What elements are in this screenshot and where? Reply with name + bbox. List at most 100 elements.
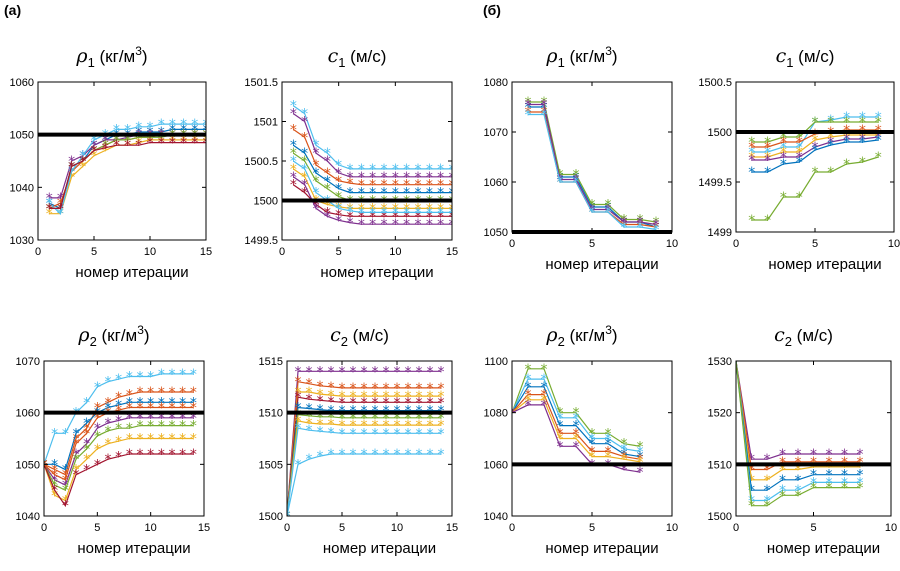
data-point-marker: * [115,450,122,466]
data-point-marker: * [306,416,313,432]
data-point-marker: * [295,421,302,437]
y-tick-label: 1070 [484,127,508,139]
data-point-marker: * [403,205,410,221]
data-point-marker: * [748,135,755,151]
data-point-marker: * [126,370,133,386]
data-point-marker: * [405,381,412,397]
data-point-marker: * [83,442,90,458]
series-line [512,378,641,452]
data-point-marker: * [295,385,302,401]
title-superscript: 3 [605,44,612,58]
y-tick-label: 1510 [708,459,732,471]
data-point-marker: * [415,205,422,221]
data-point-marker: * [605,444,612,460]
data-point-marker: * [51,488,58,504]
data-point-marker: * [94,442,101,458]
title-unit: (м/с) [792,326,833,345]
data-point-marker: * [290,122,297,138]
data-point-marker: * [841,447,848,463]
x-tick-label: 10 [391,522,403,534]
data-point-marker: * [605,450,612,466]
data-point-marker: * [764,140,771,156]
series-line [512,399,641,463]
data-point-marker: * [284,509,291,525]
data-point-marker: * [764,494,771,510]
data-point-marker: * [589,203,596,219]
data-point-marker: * [589,205,596,221]
data-point-marker: * [621,215,628,231]
data-point-marker: * [796,135,803,151]
title-close: ) [142,47,148,66]
data-point-marker: * [328,388,335,404]
data-point-marker: * [79,154,86,170]
panel-label-b: (б) [483,2,501,18]
data-point-marker: * [748,483,755,499]
series-line [751,139,879,173]
data-point-marker: * [347,186,354,202]
data-point-marker: * [190,447,197,463]
y-tick-label: 1070 [16,356,40,368]
data-point-marker: * [438,395,445,411]
data-point-marker: * [764,150,771,166]
data-point-marker: * [295,401,302,417]
data-point-marker: * [843,115,850,131]
y-tick-label: 1100 [484,356,508,368]
data-point-marker: * [324,166,331,182]
data-point-marker: * [358,178,365,194]
data-point-marker: * [589,198,596,214]
data-point-marker: * [637,450,644,466]
x-tick-label: 0 [733,522,739,534]
data-point-marker: * [324,146,331,162]
data-point-marker: * [589,205,596,221]
data-point-marker: * [541,95,548,111]
data-point-marker: * [115,372,122,388]
data-point-marker: * [339,411,346,427]
data-point-marker: * [306,392,313,408]
data-point-marker: * [115,390,122,406]
data-point-marker: * [621,447,628,463]
data-point-marker: * [394,395,401,411]
data-point-marker: * [509,406,516,422]
data-point-marker: * [859,115,866,131]
series-line [512,368,641,447]
data-point-marker: * [358,162,365,178]
title-subscript: 1 [338,55,345,70]
series-line [736,361,860,460]
data-point-marker: * [350,389,357,405]
series-line [287,406,441,516]
data-point-marker: * [438,364,445,380]
series-line [736,361,860,507]
data-point-marker: * [605,200,612,216]
data-point-marker: * [126,395,133,411]
data-point-marker: * [415,217,422,233]
data-point-marker: * [426,201,433,217]
data-point-marker: * [621,450,628,466]
data-point-marker: * [147,411,154,427]
x-axis-label: номер итерации [767,540,880,557]
x-tick-label: 15 [198,522,210,534]
data-point-marker: * [449,217,456,233]
data-point-marker: * [135,130,142,146]
plot-area [287,361,452,516]
data-point-marker: * [857,481,864,497]
data-point-marker: * [875,130,882,146]
data-point-marker: * [102,133,109,149]
data-point-marker: * [449,178,456,194]
series-line [48,123,206,215]
data-point-marker: * [372,395,379,411]
data-point-marker: * [541,398,548,414]
title-subscript: 1 [88,55,95,70]
data-point-marker: * [748,499,755,515]
data-point-marker: * [427,381,434,397]
chart-title: c1 (м/с) [328,45,387,70]
data-point-marker: * [383,381,390,397]
data-point-marker: * [179,447,186,463]
data-point-marker: * [509,406,516,422]
data-point-marker: * [764,483,771,499]
data-point-marker: * [62,463,69,479]
data-point-marker: * [83,416,90,432]
y-tick-label: 1501 [254,117,278,129]
data-point-marker: * [124,138,131,154]
data-point-marker: * [313,174,320,190]
y-tick-label: 1505 [259,459,283,471]
